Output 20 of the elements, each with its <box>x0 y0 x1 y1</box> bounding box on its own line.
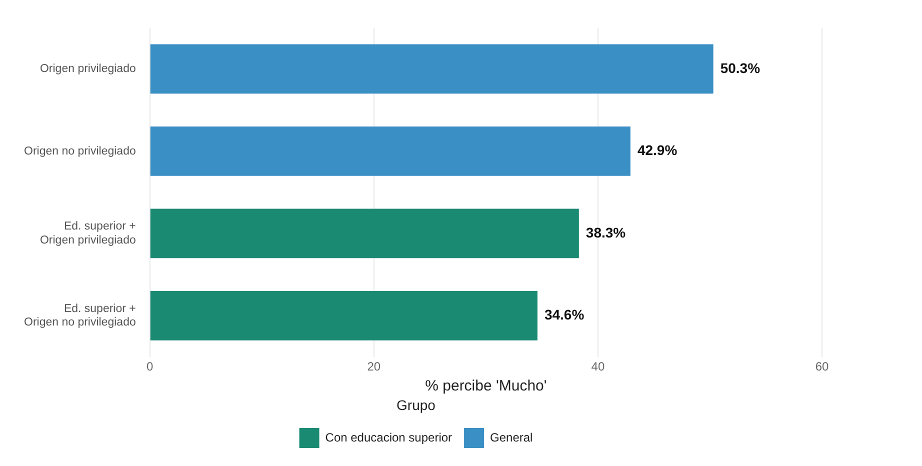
x-tick-label: 20 <box>367 359 381 374</box>
y-tick-label: Ed. superior + Origen no privilegiado <box>24 302 136 329</box>
data-label: 38.3% <box>586 224 626 240</box>
bar <box>150 126 630 176</box>
y-tick-label: Origen no privilegiado <box>24 145 136 158</box>
data-label: 50.3% <box>720 60 761 76</box>
x-tick-label: 40 <box>591 359 605 374</box>
legend-label: General <box>490 430 533 444</box>
data-label: 42.9% <box>637 142 678 158</box>
y-tick-label: Origen privilegiado <box>40 63 136 76</box>
legend-title: Grupo <box>396 397 436 414</box>
x-axis-title: % percibe 'Mucho' <box>425 377 547 394</box>
bar <box>150 208 579 258</box>
y-tick-label: Ed. superior + Origen privilegiado <box>40 220 136 246</box>
data-label: 34.6% <box>544 306 585 323</box>
x-tick-label: 60 <box>815 359 829 374</box>
legend-label: Con educacion superior <box>325 430 452 444</box>
x-tick-label: 0 <box>146 359 154 374</box>
bar <box>150 291 538 340</box>
bar <box>150 44 714 94</box>
